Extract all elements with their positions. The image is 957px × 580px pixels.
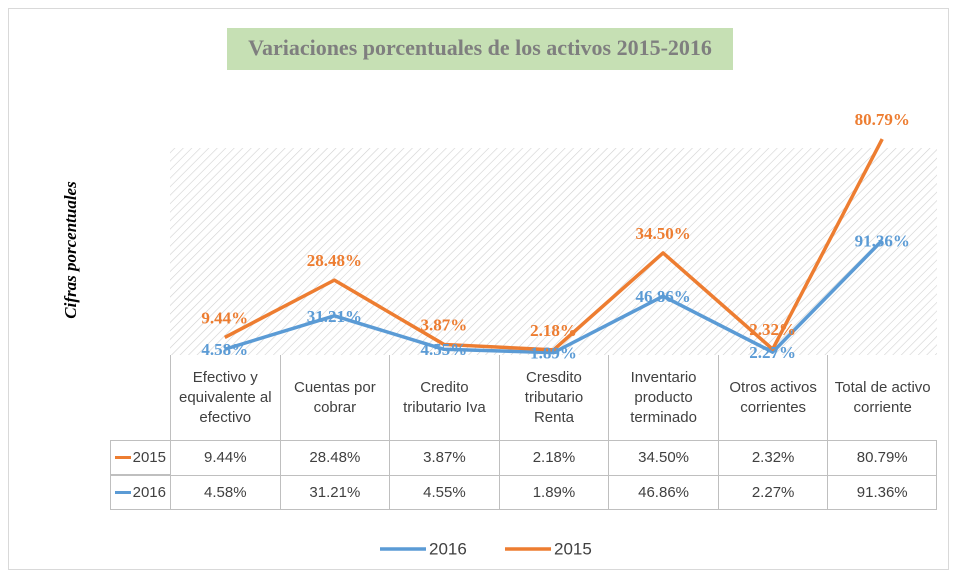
legend-label: 2015 xyxy=(554,539,592,558)
table-value: 4.58% xyxy=(170,475,280,510)
title-box xyxy=(227,28,733,70)
table-value: 4.55% xyxy=(389,475,499,510)
chart-title: Variaciones porcentuales de los activos … xyxy=(248,35,712,60)
table-value: 31.21% xyxy=(279,475,390,510)
data-label: 2.18% xyxy=(530,321,577,340)
data-label: 31.21% xyxy=(307,307,362,326)
y-axis-label: Cifras porcentuales xyxy=(61,181,80,319)
category-cell: Cuentas por cobrar xyxy=(279,355,390,440)
data-label: 4.58% xyxy=(201,340,248,359)
chart-border xyxy=(8,8,949,570)
category-cell: Inventario producto terminado xyxy=(608,355,718,440)
legend-label: 2016 xyxy=(429,539,467,558)
table-legend-swatch xyxy=(115,491,131,494)
data-label: 4.55% xyxy=(421,340,468,359)
category-cell: Otros activos corrientes xyxy=(717,355,828,440)
data-label: 91.36% xyxy=(855,231,910,250)
plot-area xyxy=(170,148,937,355)
table-legend-cell: 2016 xyxy=(110,475,170,510)
category-cell: Cresdito tributario Renta xyxy=(498,355,609,440)
table-value: 9.44% xyxy=(170,440,280,475)
table-value: 3.87% xyxy=(389,440,499,475)
table-legend-label: 2016 xyxy=(132,483,166,501)
data-label: 80.79% xyxy=(855,110,910,129)
data-label: 34.50% xyxy=(635,224,690,243)
data-label: 9.44% xyxy=(201,308,248,327)
table-value: 2.27% xyxy=(717,475,828,510)
data-label: 28.48% xyxy=(307,251,362,270)
series-line xyxy=(224,239,884,355)
data-label: 2.27% xyxy=(749,343,796,362)
table-value: 2.18% xyxy=(498,440,609,475)
table-value: 46.86% xyxy=(608,475,718,510)
data-label: 3.87% xyxy=(421,315,468,334)
table-legend-swatch xyxy=(115,456,131,459)
series-line xyxy=(223,138,884,352)
category-cell: Total de activo corriente xyxy=(827,355,937,440)
table-legend-label: 2015 xyxy=(132,448,166,466)
table-value: 1.89% xyxy=(498,475,609,510)
table-value: 2.32% xyxy=(717,440,828,475)
data-label: 46.86% xyxy=(635,287,690,306)
table-value: 34.50% xyxy=(608,440,718,475)
table-value: 80.79% xyxy=(827,440,937,475)
category-cell: Credito tributario Iva xyxy=(389,355,499,440)
data-label: 1.89% xyxy=(530,344,577,363)
data-label: 2.32% xyxy=(749,320,796,339)
table-value: 28.48% xyxy=(279,440,390,475)
table-value: 91.36% xyxy=(827,475,937,510)
category-cell: Efectivo y equivalente al efectivo xyxy=(170,355,280,440)
table-legend-cell: 2015 xyxy=(110,440,170,475)
